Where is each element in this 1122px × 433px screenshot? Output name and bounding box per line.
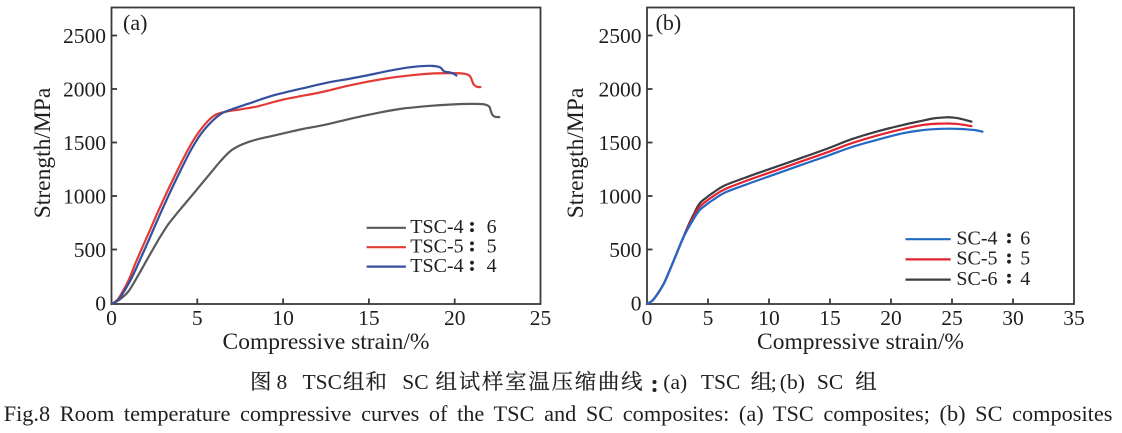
svg-text:500: 500	[609, 238, 641, 262]
svg-text:(a): (a)	[663, 370, 687, 394]
svg-text:TSC-5: TSC-5	[410, 236, 463, 258]
svg-text:SC: SC	[402, 370, 428, 394]
svg-text:1000: 1000	[63, 185, 106, 209]
svg-text:10: 10	[272, 306, 294, 330]
svg-text:TSC-4: TSC-4	[410, 255, 463, 277]
svg-text:SC-6: SC-6	[956, 268, 997, 290]
svg-text:0: 0	[642, 306, 653, 330]
svg-text:Compressive strain/%: Compressive strain/%	[223, 329, 430, 355]
svg-text:30: 30	[1002, 306, 1024, 330]
svg-text:5: 5	[703, 306, 714, 330]
svg-text:SC-4: SC-4	[956, 228, 997, 250]
svg-text:6: 6	[487, 216, 497, 238]
svg-text:35: 35	[1063, 306, 1085, 330]
svg-text:25: 25	[530, 306, 552, 330]
svg-text:SC: SC	[817, 370, 843, 394]
svg-text:Strength/MPa: Strength/MPa	[563, 87, 589, 218]
svg-text:1000: 1000	[599, 185, 642, 209]
svg-text:6: 6	[1020, 228, 1030, 250]
svg-text:5: 5	[487, 236, 497, 258]
svg-text:15: 15	[358, 306, 380, 330]
svg-text:20: 20	[880, 306, 902, 330]
svg-text:(a): (a)	[123, 10, 147, 35]
svg-text:2500: 2500	[63, 24, 106, 48]
svg-text:2000: 2000	[63, 78, 106, 102]
svg-text:SC-5: SC-5	[956, 248, 997, 270]
svg-text:1500: 1500	[63, 131, 106, 155]
svg-text:TSC-4: TSC-4	[410, 216, 463, 238]
svg-text:(b): (b)	[780, 370, 805, 394]
svg-text:8: 8	[277, 370, 288, 394]
svg-text:TSC: TSC	[701, 370, 740, 394]
svg-text:Fig.8 Room temperature compres: Fig.8 Room temperature compressive curve…	[4, 401, 1113, 426]
svg-text:4: 4	[1020, 268, 1030, 290]
svg-text:25: 25	[941, 306, 963, 330]
svg-text:;: ;	[771, 370, 777, 394]
svg-text:4: 4	[487, 255, 497, 277]
svg-text:Compressive strain/%: Compressive strain/%	[757, 329, 964, 355]
svg-text:15: 15	[819, 306, 841, 330]
svg-text:20: 20	[444, 306, 466, 330]
svg-text:5: 5	[192, 306, 203, 330]
svg-text:0: 0	[95, 292, 106, 316]
svg-text:TSC: TSC	[303, 370, 342, 394]
svg-text:(b): (b)	[656, 10, 682, 35]
svg-text:2500: 2500	[599, 24, 642, 48]
svg-text:0: 0	[631, 292, 642, 316]
svg-text:1500: 1500	[599, 131, 642, 155]
svg-text:0: 0	[106, 306, 117, 330]
svg-text:500: 500	[74, 238, 106, 262]
svg-text:5: 5	[1020, 248, 1030, 270]
svg-text:2000: 2000	[599, 78, 642, 102]
svg-text:10: 10	[758, 306, 780, 330]
svg-text:Strength/MPa: Strength/MPa	[30, 87, 56, 218]
